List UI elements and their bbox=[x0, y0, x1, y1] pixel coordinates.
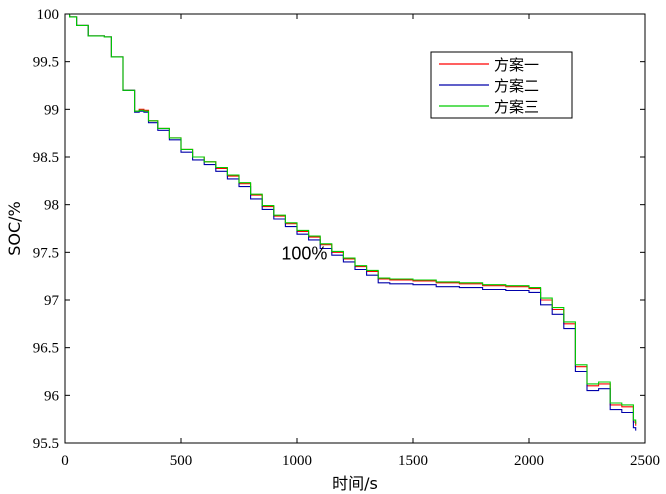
y-tick-label: 100 bbox=[37, 7, 60, 23]
legend-label-1: 方案一 bbox=[494, 56, 539, 74]
legend-label-3: 方案三 bbox=[494, 98, 539, 116]
x-tick-label: 1000 bbox=[282, 453, 312, 469]
axes-layer: 0 500 1000 1500 2000 2500 95.5 96 96.5 97 97.5 98 98… bbox=[33, 7, 660, 469]
x-tick-label: 2500 bbox=[630, 453, 660, 469]
y-tick-label: 96.5 bbox=[33, 341, 59, 357]
y-tick-label: 97.5 bbox=[33, 245, 59, 261]
x-axis-title: 时间/s bbox=[332, 474, 378, 493]
y-tick-label: 98.5 bbox=[33, 150, 59, 166]
annotation-label: 100% bbox=[281, 243, 327, 263]
series-line-3 bbox=[65, 13, 637, 424]
x-tick-label: 1500 bbox=[398, 453, 428, 469]
y-tick-label: 99 bbox=[44, 102, 59, 118]
y-tick-label: 95.5 bbox=[33, 436, 59, 452]
x-tick-label: 2000 bbox=[514, 453, 544, 469]
y-tick-label: 99.5 bbox=[33, 55, 59, 71]
y-tick-label: 97 bbox=[44, 293, 60, 309]
x-tick-label: 0 bbox=[61, 453, 69, 469]
legend-label-2: 方案二 bbox=[494, 77, 539, 95]
x-tick-label: 500 bbox=[170, 453, 193, 469]
series-layer bbox=[65, 13, 637, 431]
y-tick-label: 98 bbox=[44, 198, 59, 214]
y-tick-label: 96 bbox=[44, 388, 60, 404]
y-axis-title: SOC/% bbox=[5, 201, 24, 256]
